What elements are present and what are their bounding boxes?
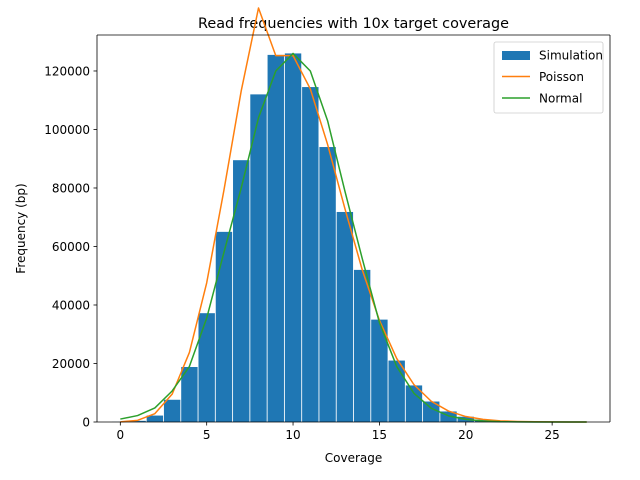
x-tick-label-10: 10 [285,428,300,442]
bar-4 [181,367,198,422]
bar-3 [163,399,181,422]
bar-7 [233,160,250,423]
legend-label-normal: Normal [539,91,582,105]
y-tick-label-80000: 80000 [52,181,90,195]
bar-18 [423,401,440,422]
legend-label-poisson: Poisson [539,70,584,84]
bar-8 [250,94,267,422]
x-tick-label-0: 0 [116,428,124,442]
x-tick-label-15: 15 [372,428,387,442]
bar-10 [284,53,302,423]
bar-9 [267,54,284,423]
bar-2 [146,415,164,422]
bar-19 [440,411,457,422]
bar-17 [405,385,423,422]
x-axis-label: Coverage [325,451,383,465]
ticks: 0 5 10 15 20 25 0 20000 40000 60000 80000 100000 120… [44,64,560,442]
y-tick-label-60000: 60000 [52,240,90,254]
legend-swatch-simulation [502,51,530,60]
bar-15 [371,319,388,422]
y-tick-label-40000: 40000 [52,298,90,312]
x-tick-label-5: 5 [203,428,211,442]
axes-frame [96,34,611,423]
bar-13 [336,211,354,422]
legend-label-simulation: Simulation [539,48,603,62]
bar-1 [129,420,146,422]
chart-title: Read frequencies with 10x target coverag… [198,16,509,32]
bar-11 [302,87,319,422]
bars [112,53,595,423]
bar-6 [215,231,233,422]
y-tick-label-100000: 100000 [44,123,90,137]
x-tick-label-25: 25 [544,428,559,442]
y-tick-label-20000: 20000 [52,357,90,371]
y-tick-label-120000: 120000 [44,64,90,78]
y-tick-label-0: 0 [82,415,90,429]
y-axis-label: Frequency (bp) [14,183,28,273]
x-tick-label-20: 20 [458,428,473,442]
bar-5 [198,313,215,422]
bar-14 [353,269,371,422]
legend: Simulation Poisson Normal [493,41,604,114]
bar-12 [319,147,336,423]
bar-16 [388,360,405,422]
